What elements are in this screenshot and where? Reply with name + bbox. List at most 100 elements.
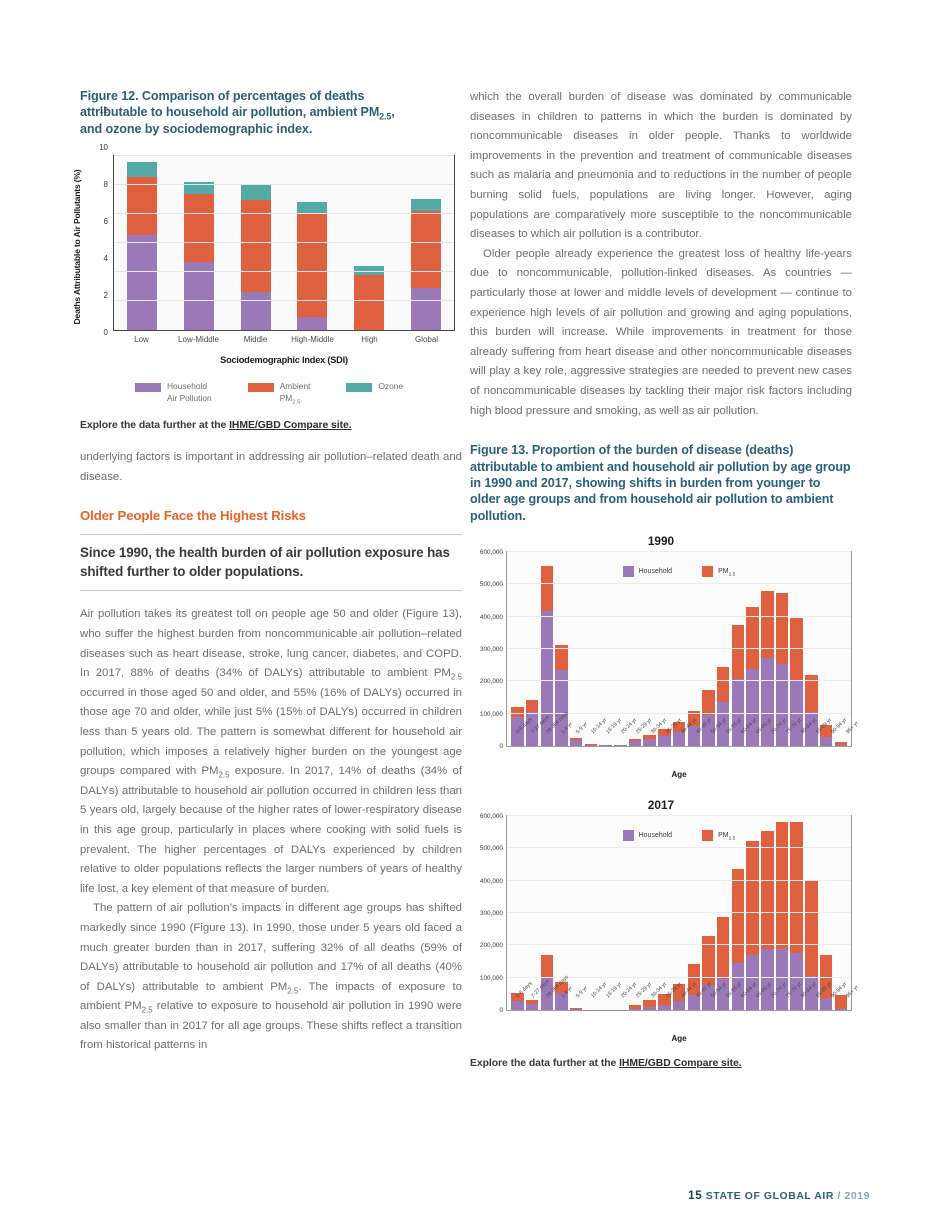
figure-12-bar <box>240 156 271 331</box>
figure-13-y-tick: 0 <box>499 1007 503 1015</box>
left-p2-a: Air pollution takes its greatest toll on… <box>80 608 462 680</box>
figure-13-bar-segment <box>761 657 774 747</box>
figure-13-gridline <box>507 912 851 914</box>
figure-13-bar-segment <box>716 667 730 702</box>
figure-13-y-tick: 100,000 <box>479 710 503 718</box>
figure-13-bar-segment <box>687 710 701 727</box>
left-paragraph-3: The pattern of air pollution’s impacts i… <box>80 899 462 1056</box>
figure-13-bar-segment <box>628 741 642 747</box>
figure-13-bar-segment <box>731 869 745 964</box>
figure-13-bar-segment <box>614 744 627 746</box>
figure-13-bar <box>628 552 642 747</box>
figure-13-bar-segment <box>819 724 833 738</box>
figure-12-legend-swatch <box>346 383 373 393</box>
figure-12-legend-item: Household Air Pollution <box>135 381 212 404</box>
figure-12-bar <box>353 156 384 331</box>
figure-13-bar-segment <box>569 737 583 740</box>
page-footer: 15 STATE OF GLOBAL AIR / 2019 <box>688 1189 870 1202</box>
figure-13-1990-title: 1990 <box>647 534 675 549</box>
figure-12-y-tick: 8 <box>103 180 108 190</box>
figure-13-bar-segment <box>525 699 539 712</box>
figure-13-bar-segment <box>599 744 612 746</box>
figure-13-legend-item: Household <box>622 566 673 578</box>
figure-13-bar-segment <box>834 742 848 746</box>
figure-13-bar-segment <box>569 1008 583 1010</box>
figure-13-bar-segment <box>761 949 774 1011</box>
figure-12-chart: Deaths Attributable to Air Pollutants (%… <box>72 106 455 369</box>
figure-13-bar <box>716 816 730 1011</box>
figure-13-bar <box>834 552 848 747</box>
figure-13-bar-segment <box>746 841 759 955</box>
figure-13-bar-segment <box>555 982 568 993</box>
figure-13-bar <box>775 816 789 1011</box>
figure-12-explore-note: Explore the data further at the IHME/GBD… <box>80 420 462 431</box>
figure-13-legend-item: PM2.5 <box>702 830 735 841</box>
figure-13-bar-segment <box>746 954 759 1011</box>
figure-13-bar-segment <box>687 994 701 1011</box>
left-paragraph-2: Air pollution takes its greatest toll on… <box>80 605 462 899</box>
figure-12-x-tick: Low-Middle <box>178 335 219 345</box>
figure-13-legend-swatch <box>702 830 714 842</box>
ihme-gbd-compare-link[interactable]: IHME/GBD Compare site. <box>229 420 352 432</box>
figure-13-bar-segment <box>834 995 848 1009</box>
figure-13-bar-segment <box>731 963 745 1011</box>
figure-13-y-tick: 200,000 <box>479 942 503 950</box>
figure-12-plot-area <box>113 155 455 332</box>
figure-13-bar <box>672 816 686 1011</box>
figure-13-y-tick: 500,000 <box>479 845 503 853</box>
figure-13-bar-segment <box>643 734 656 740</box>
figure-13-bar <box>540 816 554 1011</box>
figure-13-bar <box>540 552 554 747</box>
left-p2-sub2: 2.5 <box>218 770 230 780</box>
figure-12-bar-segment <box>410 288 441 331</box>
ihme-gbd-compare-link-2[interactable]: IHME/GBD Compare site. <box>619 1058 742 1070</box>
figure-13-bar <box>525 552 539 747</box>
figure-12-legend-swatch <box>135 383 161 393</box>
figure-13-bar <box>834 816 848 1011</box>
left-paragraph-1: underlying factors is important in addre… <box>80 451 462 483</box>
figure-13-2017-x-axis-label: Age <box>671 1034 687 1044</box>
figure-13-legend-item: PM2.5 <box>702 566 735 577</box>
figure-13-y-tick: 400,000 <box>479 613 503 621</box>
figure-13-explore-note: Explore the data further at the IHME/GBD… <box>470 1058 852 1069</box>
left-column: Figure 12. Comparison of percentages of … <box>72 88 462 1056</box>
figure-13-bar <box>584 552 598 747</box>
figure-13-bar <box>731 552 745 747</box>
figure-13-bar-segment <box>672 721 686 733</box>
figure-13-bar-segment <box>658 993 671 1005</box>
figure-13-bar-segment <box>511 993 524 1001</box>
figure-13-bar-segment <box>628 1005 642 1009</box>
figure-13-bar-segment <box>584 744 598 747</box>
figure-13-bar-segment <box>819 954 833 998</box>
figure-13-bar-segment <box>834 1008 848 1011</box>
figure-13-bar-segment <box>584 744 598 745</box>
figure-12-gridline <box>114 271 454 273</box>
figure-13-bar-segment <box>525 711 539 747</box>
figure-13-chart-1990: 1990 Household PM2.5 0 100,000 200,000 300,0… <box>470 534 859 784</box>
figure-12-bar-segment <box>183 262 214 331</box>
figure-13-legend-label: Household <box>638 568 673 576</box>
figure-13-bar-segment <box>643 1007 656 1011</box>
divider-above-subhead <box>80 534 462 536</box>
figure-12-y-tick: 6 <box>103 217 108 227</box>
figure-12-gridline <box>114 184 454 186</box>
figure-13-1990-x-axis-label: Age <box>671 770 687 780</box>
figure-13-gridline <box>507 944 851 946</box>
figure-13-bar-segment <box>658 736 671 747</box>
figure-13-bar <box>525 816 539 1011</box>
figure-13-bar <box>687 552 701 747</box>
figure-13-bar-segment <box>511 717 524 747</box>
figure-13-y-tick: 600,000 <box>479 813 503 821</box>
figure-12-bar-segment <box>240 291 271 331</box>
figure-13-bar-segment <box>658 1004 671 1011</box>
figure-13-bar <box>628 816 642 1011</box>
figure-13-bar-segment <box>805 879 818 976</box>
figure-13-gridline <box>507 976 851 978</box>
section-heading-older-people: Older People Face the Highest Risks <box>80 508 306 524</box>
figure-13-bar <box>775 552 789 747</box>
figure-13-y-tick: 300,000 <box>479 910 503 918</box>
figure-12-legend: Household Air Pollution Ambient PM2.5 Ozone <box>135 381 462 405</box>
figure-13-bar-segment <box>805 674 818 712</box>
figure-13-bar <box>614 816 627 1011</box>
figure-13-bar-segment <box>702 714 715 747</box>
